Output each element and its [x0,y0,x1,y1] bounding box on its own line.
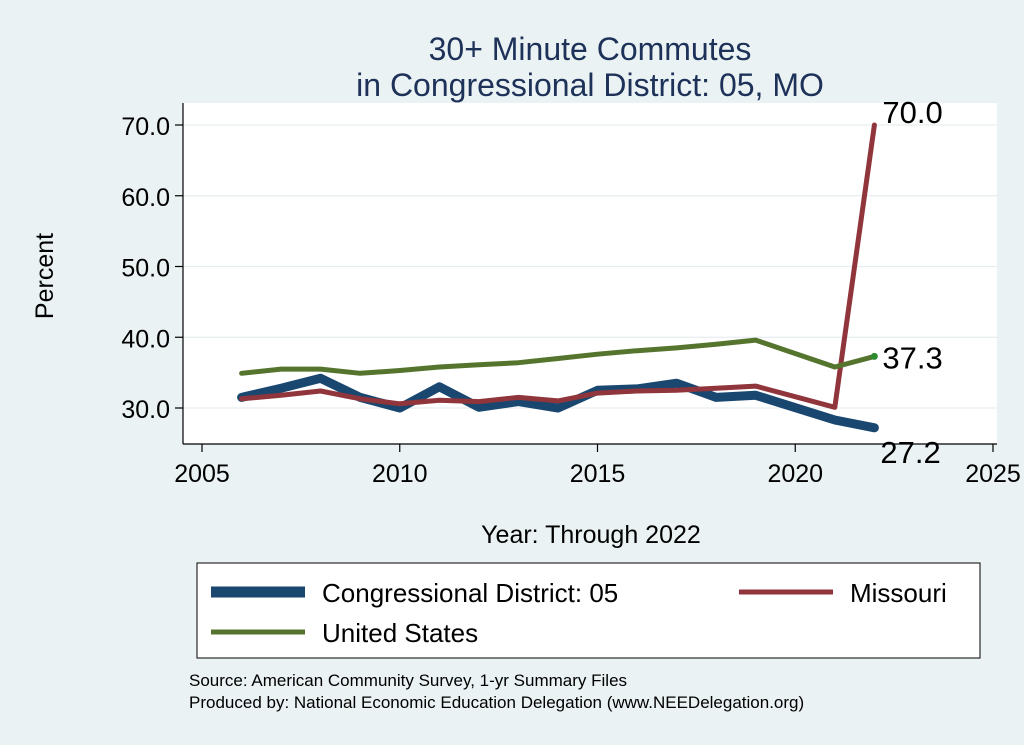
series-end-marker [870,352,878,360]
x-tick-label: 2015 [570,460,626,488]
x-tick-label: 2020 [767,460,823,488]
x-tick-label: 2010 [372,460,428,488]
y-tick-label: 40.0 [121,325,170,353]
chart-title-line1: 30+ Minute Commutes [429,31,752,67]
y-tick-label: 30.0 [121,396,170,424]
source-line-2: Produced by: National Economic Education… [189,693,804,712]
series-line [239,337,877,376]
end-value-label: 27.2 [880,435,940,470]
legend-label: United States [322,618,478,648]
series-line [239,122,877,410]
axes [182,103,997,445]
y-tick-label: 60.0 [121,184,170,212]
x-tick-labels: 2005 2010 2015 2020 2025 [174,444,1021,488]
x-axis-label: Year: Through 2022 [481,521,701,549]
y-tick-labels: 30.0 40.0 50.0 60.0 70.0 [121,113,183,424]
end-value-label: 70.0 [882,95,942,130]
end-value-label: 37.3 [882,340,942,375]
y-tick-label: 50.0 [121,255,170,283]
legend-label: Congressional District: 05 [322,578,618,608]
x-tick-label: 2025 [965,460,1021,488]
source-line-1: Source: American Community Survey, 1-yr … [189,671,627,690]
chart-title-line2: in Congressional District: 05, MO [356,67,824,103]
plot-area [183,103,997,444]
end-labels: 27.2 70.0 37.3 [880,95,942,470]
legend-label: Missouri [850,578,947,608]
x-tick-label: 2005 [174,460,230,488]
y-axis-label: Percent [31,233,59,319]
legend-box [196,562,981,659]
series-lines [237,122,879,433]
grid-lines [183,124,997,409]
y-tick-label: 70.0 [121,113,170,141]
series-line [237,373,879,433]
legend: Congressional District: 05 Missouri United… [211,578,947,648]
